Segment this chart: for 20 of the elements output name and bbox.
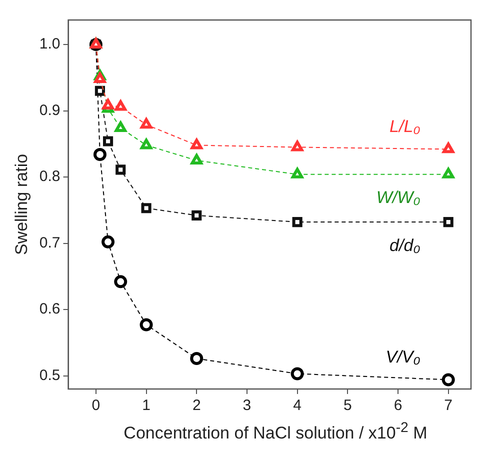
series-label: V/V₀ bbox=[386, 347, 420, 366]
x-tick-label: 0 bbox=[92, 397, 100, 414]
y-tick-label: 0.6 bbox=[39, 300, 60, 318]
x-axis-title: Concentration of NaCl solution / x10$^{-2}$ M bbox=[122, 420, 428, 444]
x-tick-label: 6 bbox=[394, 397, 402, 414]
y-tick-label: 1.0 bbox=[39, 36, 60, 53]
y-axis-title: Swelling ratio bbox=[12, 154, 31, 256]
y-tick-label: 0.5 bbox=[39, 366, 60, 384]
x-tick-label: 3 bbox=[242, 397, 252, 414]
x-tick-label: 1 bbox=[142, 397, 150, 414]
series-label: W/W₀ bbox=[376, 188, 420, 208]
series-label: d/d₀ bbox=[390, 236, 420, 255]
x-tick-label: 4 bbox=[293, 397, 302, 414]
x-tick-label: 5 bbox=[343, 397, 352, 414]
y-tick-label: 0.7 bbox=[39, 234, 60, 252]
x-tick-label: 7 bbox=[444, 397, 453, 414]
x-tick-label: 2 bbox=[192, 397, 201, 414]
y-tick-label: 0.9 bbox=[39, 102, 60, 119]
y-tick-label: 0.8 bbox=[39, 168, 60, 186]
series-label: L/L₀ bbox=[390, 116, 420, 136]
